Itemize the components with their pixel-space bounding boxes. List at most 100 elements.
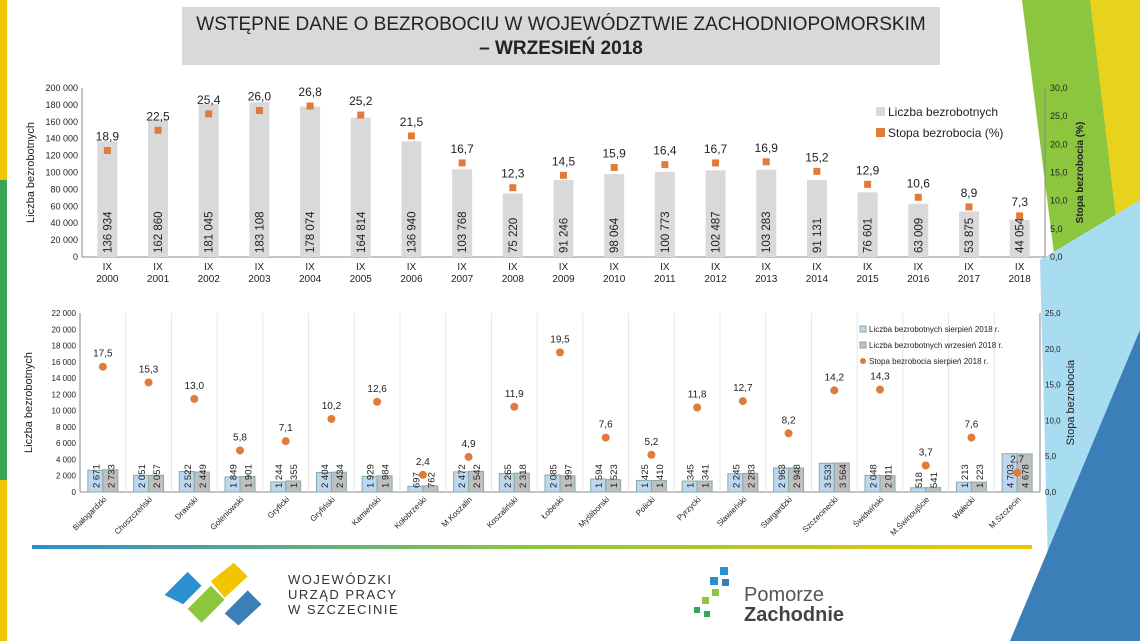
pomorze-zachodnie-text: Pomorze Zachodnie <box>744 585 844 625</box>
bar-value-label: 103 283 <box>761 211 773 253</box>
bar-value-label: 2 318 <box>518 464 529 488</box>
bar <box>148 474 165 493</box>
bar <box>502 193 523 257</box>
bar <box>97 141 118 257</box>
rate-label: 10,2 <box>322 401 342 412</box>
y-tick-label: 0 <box>73 252 78 262</box>
category-label: IX <box>356 262 366 273</box>
category-label: 2015 <box>856 274 879 285</box>
category-label: 2013 <box>755 274 778 285</box>
y-tick-label: 180 000 <box>45 100 78 110</box>
rate-label: 19,5 <box>550 334 570 345</box>
bar <box>376 475 393 493</box>
rate-point <box>154 126 162 134</box>
bar <box>193 471 210 493</box>
bar-value-label: 2 948 <box>792 464 803 488</box>
rate-point <box>661 161 669 169</box>
bar-value-label: 1 244 <box>274 464 285 488</box>
rate-point <box>556 348 564 357</box>
rate-point <box>458 159 466 167</box>
bar-value-label: 1 849 <box>229 464 240 488</box>
y-tick-label: 0 <box>72 488 77 497</box>
rate-label: 7,1 <box>279 423 293 434</box>
bar-value-label: 3 533 <box>823 464 834 488</box>
bar <box>908 203 929 257</box>
legend-swatch <box>876 128 885 137</box>
category-label: IX <box>103 262 113 273</box>
rate-point <box>967 433 976 442</box>
category-label: 2014 <box>806 274 829 285</box>
bar-value-label: 2 542 <box>472 464 483 488</box>
category-label: IX <box>762 262 772 273</box>
bar <box>401 141 422 257</box>
bar-value-label: 181 045 <box>204 211 216 253</box>
y-tick-label: 100 000 <box>45 168 78 178</box>
y2-tick-label: 10,0 <box>1045 416 1061 425</box>
y2-tick-label: 0,0 <box>1050 252 1063 262</box>
bar <box>553 179 574 257</box>
rate-label: 21,5 <box>400 115 424 129</box>
y-tick-label: 12 000 <box>52 390 77 399</box>
bar-value-label: 1 355 <box>289 464 300 488</box>
y2-tick-label: 25,0 <box>1050 111 1068 121</box>
rate-point <box>876 385 884 394</box>
category-label: 2001 <box>147 274 170 285</box>
rate-point <box>190 394 199 403</box>
category-label: 2000 <box>96 274 119 285</box>
bar-value-label: 100 773 <box>660 211 672 253</box>
rate-label: 8,2 <box>782 415 796 426</box>
wup-line-3: W SZCZECINIE <box>288 602 400 617</box>
rate-label: 13,0 <box>185 381 205 392</box>
wup-line-2: URZĄD PRACY <box>288 587 398 602</box>
bar <box>285 480 302 493</box>
legend-swatch <box>876 107 885 116</box>
y2-tick-label: 10,0 <box>1050 196 1068 206</box>
bar-value-label: 2 733 <box>106 464 117 488</box>
bar-value-label: 1 345 <box>686 464 697 488</box>
bar <box>654 171 675 257</box>
rate-label: 15,2 <box>805 150 829 164</box>
rate-point <box>464 452 473 461</box>
legend-swatch <box>860 358 866 364</box>
rate-point <box>693 403 702 412</box>
category-label: 2017 <box>958 274 981 285</box>
category-label: 2004 <box>299 274 322 285</box>
bar-value-label: 53 875 <box>964 218 976 253</box>
legend-label: Stopa bezrobocia sierpień 2018 r. <box>869 357 988 366</box>
rate-point <box>560 171 567 179</box>
rate-label: 22,5 <box>146 109 170 123</box>
rate-label: 10,6 <box>907 176 931 190</box>
bar-value-label: 102 487 <box>711 211 723 253</box>
bar-value-label: 3 564 <box>838 464 849 488</box>
wup-logo <box>164 562 262 626</box>
rate-point <box>510 402 519 411</box>
category-label: 2012 <box>704 274 727 285</box>
rate-label: 12,9 <box>856 163 880 177</box>
y2-axis-title: Stopa bezrobocia <box>1065 359 1077 445</box>
bar-value-label: 1 213 <box>960 464 971 488</box>
y-tick-label: 80 000 <box>50 184 78 194</box>
rate-point <box>610 163 618 171</box>
category-label: 2005 <box>350 274 373 285</box>
bar-value-label: 2 449 <box>198 464 209 488</box>
rate-point <box>407 132 415 140</box>
category-label: IX <box>559 262 569 273</box>
category-label: IX <box>1015 262 1025 273</box>
y2-tick-label: 15,0 <box>1050 168 1068 178</box>
rate-point <box>1013 468 1022 477</box>
category-label: Goleniowski <box>209 495 246 532</box>
rate-label: 18,9 <box>96 130 120 144</box>
bar-value-label: 2 671 <box>91 464 102 488</box>
rate-label: 26,0 <box>248 90 272 104</box>
bar-value-label: 1 901 <box>244 464 255 488</box>
wup-line-1: WOJEWÓDZKI <box>288 572 393 587</box>
rate-point <box>103 147 111 155</box>
bar <box>742 472 759 493</box>
bar-value-label: 91 246 <box>559 218 571 253</box>
category-label: IX <box>711 262 721 273</box>
category-label: IX <box>863 262 873 273</box>
category-label: Myśliborski <box>577 495 611 529</box>
category-label: Gryfiński <box>308 495 337 524</box>
bar <box>559 475 576 493</box>
